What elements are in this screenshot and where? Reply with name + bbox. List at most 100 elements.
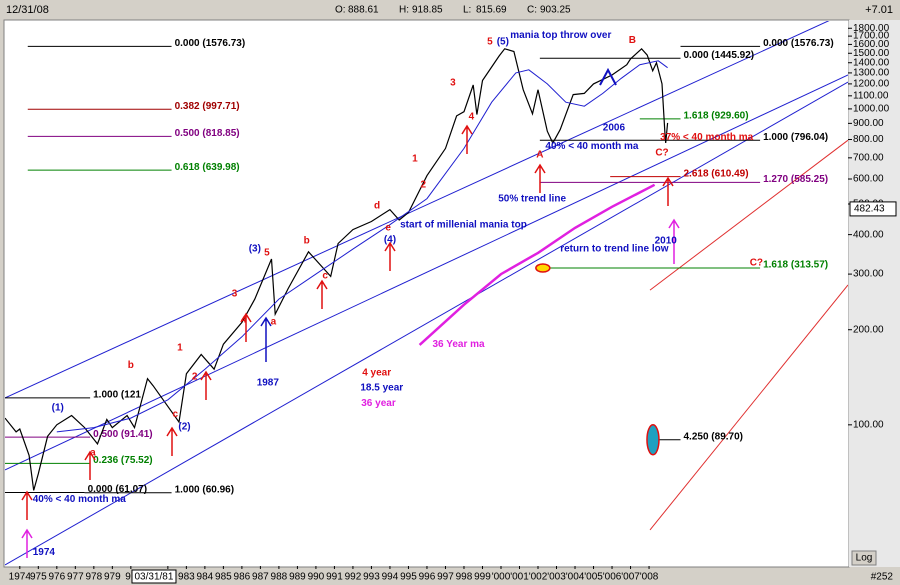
ohlc-value: 903.25	[540, 5, 571, 16]
x-tick-label: 979	[104, 572, 121, 583]
annotation: (5)	[497, 37, 509, 48]
x-tick-label: '002	[529, 572, 548, 583]
y-tick-label: 1400.00	[853, 57, 890, 68]
annotation: 5	[264, 248, 270, 259]
price-axis-panel	[849, 20, 900, 567]
annotation: 1	[177, 343, 183, 354]
fib-label: 1.618 (313.57)	[763, 260, 828, 271]
header-date: 12/31/08	[6, 4, 49, 16]
annotation: a	[90, 448, 96, 459]
fib-label: 1.270 (585.25)	[763, 174, 828, 185]
y-tick-label: 1600.00	[853, 39, 890, 50]
fib-label: 1.000 (121	[93, 390, 141, 401]
y-tick-label: 1700.00	[853, 31, 890, 42]
annotation: 36 Year ma	[433, 339, 486, 350]
annotation: C?	[655, 148, 668, 159]
y-tick-label: 1800.00	[853, 23, 890, 34]
y-tick-label: 700.00	[853, 152, 884, 163]
fib-label: 1.618 (929.60)	[684, 111, 749, 122]
x-tick-label: 993	[363, 572, 380, 583]
ohlc-value: 918.85	[412, 5, 443, 16]
arrow	[84, 450, 96, 480]
annotation: C?	[750, 257, 763, 268]
trend-line	[649, 139, 848, 291]
annotation: mania top throw over	[510, 30, 611, 41]
annotation: (2)	[178, 422, 190, 433]
y-tick-label: 300.00	[853, 269, 884, 280]
x-tick-label: '001	[510, 572, 529, 583]
x-tick-label: 977	[67, 572, 84, 583]
x-tick-label: 986	[234, 572, 251, 583]
arrow	[240, 312, 252, 342]
annotation: 50% trend line	[498, 194, 566, 205]
trend-line	[649, 284, 848, 531]
series-line	[56, 60, 668, 433]
arrow	[21, 490, 33, 520]
cursor-value: 482.43	[854, 204, 885, 215]
caret	[599, 67, 617, 86]
annotation: a	[271, 316, 277, 327]
ohlc-value: 888.61	[348, 5, 379, 16]
annotation: 4	[241, 314, 247, 325]
y-tick-label: 1300.00	[853, 68, 890, 79]
fib-label: 2.618 (610.49)	[684, 168, 749, 179]
annotation: A	[536, 150, 543, 161]
target-marker	[535, 263, 551, 273]
annotation: 4	[469, 112, 475, 123]
x-tick-label: 988	[271, 572, 288, 583]
y-tick-label: 100.00	[853, 419, 884, 430]
x-tick-label: 990	[308, 572, 325, 583]
x-tick-label: 996	[419, 572, 436, 583]
fib-label: 0.382 (997.71)	[175, 101, 240, 112]
annotation: return to trend line low	[560, 244, 669, 255]
arrow	[668, 218, 680, 264]
x-tick-label: 97	[125, 572, 137, 583]
annotation: 2	[192, 371, 198, 382]
trend-line	[5, 74, 848, 471]
header: 12/31/08 +7.01	[6, 4, 893, 16]
annotation: 4 year	[362, 368, 391, 379]
y-tick-label: 1500.00	[853, 48, 890, 59]
x-tick-label: 998	[456, 572, 473, 583]
annotation: 1	[412, 154, 418, 165]
trend-line	[5, 81, 848, 566]
annotation: d	[374, 200, 380, 211]
fib-label: 0.618 (639.98)	[175, 162, 240, 173]
cursor-date: 03/31/81	[135, 572, 174, 583]
plot-area	[3, 19, 850, 568]
arrow	[384, 241, 396, 271]
y-tick-label: 900.00	[853, 118, 884, 129]
fib-label: 0.000 (1576.73)	[763, 38, 834, 49]
x-tick-label: '004	[566, 572, 585, 583]
fib-label: 0.500 (818.85)	[175, 128, 240, 139]
annotation: b	[304, 236, 310, 247]
x-tick-label: 975	[30, 572, 47, 583]
arrow	[166, 426, 178, 456]
ohlc-label: C:	[527, 5, 537, 16]
overlay: (1) (2) (3) (4) (5) 5 mania top throw over B A C?…	[21, 30, 763, 558]
x-tick-label: 1974	[9, 572, 32, 583]
annotation: 3	[232, 288, 238, 299]
log-button-label[interactable]: Log	[856, 553, 873, 564]
ohlc-label: H:	[399, 5, 409, 16]
fib-label: 0.000 (61.07)	[88, 484, 148, 495]
x-tick-label: 995	[400, 572, 417, 583]
annotation: 40% < 40 month ma	[33, 494, 127, 505]
annotation: (4)	[384, 235, 396, 246]
annotation: 36 year	[361, 398, 396, 409]
y-tick-label: 600.00	[853, 174, 884, 185]
annotation: B	[629, 35, 636, 46]
log-button[interactable]	[851, 550, 877, 566]
y-tick-label: 800.00	[853, 134, 884, 145]
series-line	[5, 47, 669, 491]
ohlc-value: 815.69	[476, 5, 507, 16]
trend-line	[5, 21, 830, 399]
x-tick-label: 994	[382, 572, 399, 583]
arrow	[200, 370, 212, 400]
y-tick-label: 400.00	[853, 229, 884, 240]
x-tick-label: 999	[474, 572, 491, 583]
x-tick-label: 978	[85, 572, 102, 583]
x-tick-label: '007	[621, 572, 640, 583]
series-line	[418, 183, 656, 346]
